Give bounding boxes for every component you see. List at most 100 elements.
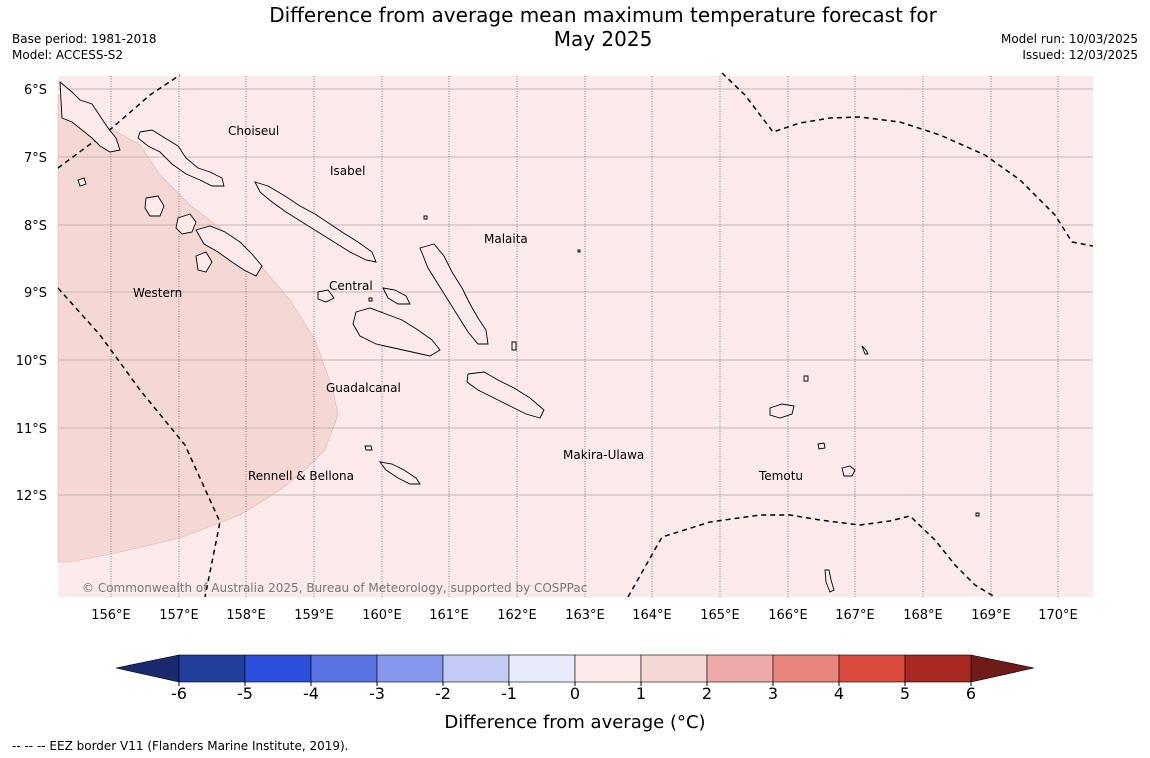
lon-label: 170°E (1038, 608, 1078, 623)
colorbar: -6 -5 -4 -3 -2 -1 0 1 2 3 4 5 6 Difference from aver… (115, 654, 1035, 733)
bougainville-coast (59, 80, 121, 153)
region-label-malaita: Malaita (484, 232, 528, 246)
lon-label: 163°E (565, 608, 605, 623)
duff-islands-coast (861, 345, 869, 355)
lon-label: 159°E (294, 608, 334, 623)
colorbar-cell (178, 654, 246, 683)
lat-label: 11°S (16, 422, 47, 437)
colorbar-tick-label: 3 (768, 684, 778, 703)
bellona-coast (364, 445, 373, 451)
colorbar-tick-label: -1 (501, 684, 517, 703)
region-label-central: Central (329, 279, 373, 293)
lon-label: 165°E (700, 608, 740, 623)
lon-label: 167°E (835, 608, 875, 623)
eez-legend-note: -- -- -- EEZ border V11 (Flanders Marine… (12, 739, 349, 753)
colorbar-cell (442, 654, 510, 683)
colorbar-title: Difference from average (°C) (444, 712, 705, 733)
lon-label: 161°E (429, 608, 469, 623)
model-text: Model: ACCESS-S2 (12, 48, 124, 62)
colorbar-cell (772, 654, 840, 683)
lon-label: 168°E (903, 608, 943, 623)
lon-label: 169°E (971, 608, 1011, 623)
colorbar-tick-label: -3 (369, 684, 385, 703)
lon-label: 156°E (91, 608, 131, 623)
colorbar-cell (574, 654, 642, 683)
savo-coast (368, 297, 373, 302)
lat-label: 10°S (16, 354, 47, 369)
lon-label: 157°E (159, 608, 199, 623)
colorbar-tick-label: -5 (237, 684, 253, 703)
ontong-java-coast (423, 215, 428, 220)
colorbar-cell (310, 654, 378, 683)
colorbar-tick-label: 4 (834, 684, 844, 703)
reef-islands-coast (803, 375, 809, 382)
credit-text: © Commonwealth of Australia 2025, Bureau… (82, 581, 587, 595)
malaita-coast (419, 243, 489, 345)
choiseul-coast (137, 129, 225, 187)
lat-label: 6°S (24, 83, 47, 98)
coastlines (59, 80, 980, 593)
guadalcanal-coast (352, 307, 441, 357)
colorbar-high-extension (970, 654, 1035, 683)
isabel-coast (254, 181, 377, 263)
shortland-coast (77, 177, 87, 187)
lon-labels: 156°E 157°E 158°E 159°E 160°E 161°E 162°… (91, 608, 1078, 623)
colorbar-tick-label: -4 (303, 684, 319, 703)
russell-islands-coast (317, 289, 335, 303)
lat-label: 12°S (16, 489, 47, 504)
ulawa-coast (511, 341, 517, 351)
anuta-coast (975, 512, 980, 517)
title-line-2: May 2025 (553, 27, 653, 51)
lat-labels: 6°S 7°S 8°S 9°S 10°S 11°S 12°S (16, 83, 47, 504)
florida-islands-coast (382, 287, 411, 305)
meta-right: Model run: 10/03/2025 Issued: 12/03/2025 (1001, 31, 1138, 63)
base-period-text: Base period: 1981-2018 (12, 32, 157, 46)
colorbar-low-extension (115, 654, 180, 683)
colorbar-cells (178, 654, 972, 683)
colorbar-cell (376, 654, 444, 683)
chart-title: Difference from average mean maximum tem… (0, 3, 1150, 51)
colorbar-tick-label: 2 (702, 684, 712, 703)
lat-gridlines (58, 88, 1093, 496)
colorbar-tick-label: 0 (570, 684, 580, 703)
rennell-coast (378, 461, 421, 485)
vella-lavella-coast (144, 195, 165, 217)
anomaly-area (57, 94, 339, 563)
colorbar-cell (508, 654, 576, 683)
colorbar-ticks: -6 -5 -4 -3 -2 -1 0 1 2 3 4 5 6 (171, 682, 976, 703)
colorbar-cell (838, 654, 906, 683)
region-label-makira-ulawa: Makira-Ulawa (563, 448, 644, 462)
colorbar-tick-label: 1 (636, 684, 646, 703)
lon-label: 162°E (497, 608, 537, 623)
colorbar-cell (904, 654, 972, 683)
makira-coast (466, 371, 545, 419)
region-label-isabel: Isabel (330, 164, 365, 178)
santa-cruz-coast (769, 403, 795, 419)
region-label-temotu: Temotu (758, 469, 803, 483)
lat-label: 7°S (24, 151, 47, 166)
colorbar-tick-label: 5 (900, 684, 910, 703)
eez-borders (57, 72, 1094, 598)
model-run-text: Model run: 10/03/2025 (1000, 32, 1138, 46)
colorbar-tick-label: -6 (171, 684, 187, 703)
region-label-western: Western (133, 286, 182, 300)
lon-label: 158°E (226, 608, 266, 623)
lat-label: 9°S (24, 286, 47, 301)
region-labels: Choiseul Isabel Malaita Western Central … (133, 124, 803, 483)
lon-label: 164°E (632, 608, 672, 623)
colorbar-tick-label: -2 (435, 684, 451, 703)
region-label-choiseul: Choiseul (228, 124, 279, 138)
lon-label: 160°E (362, 608, 402, 623)
colorbar-cell (640, 654, 708, 683)
title-line-1: Difference from average mean maximum tem… (269, 3, 937, 27)
lat-label: 8°S (24, 219, 47, 234)
tikopia-coast (824, 569, 835, 593)
region-label-rennell-bellona: Rennell & Bellona (248, 469, 354, 483)
colorbar-cell (244, 654, 312, 683)
utupua-coast (817, 442, 826, 450)
sikaiana-coast (577, 249, 581, 253)
region-label-guadalcanal: Guadalcanal (326, 381, 401, 395)
colorbar-cell (706, 654, 774, 683)
issued-text: Issued: 12/03/2025 (1022, 48, 1138, 62)
lon-label: 166°E (768, 608, 808, 623)
